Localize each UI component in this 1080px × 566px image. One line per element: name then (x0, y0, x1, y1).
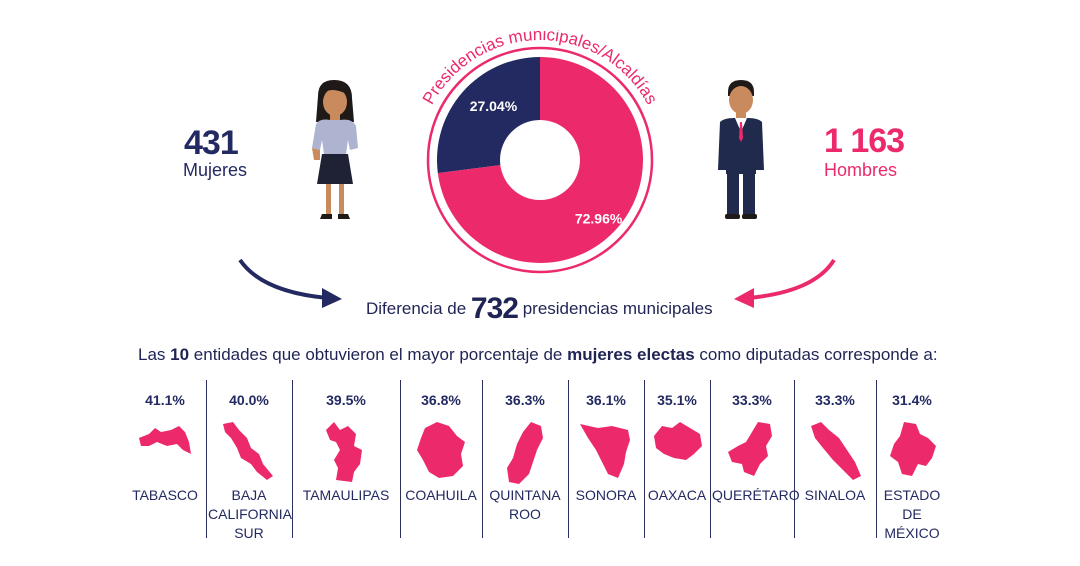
donut-hole (500, 120, 580, 200)
difference-number: 732 (470, 292, 519, 325)
state-percentage: 39.5% (326, 392, 366, 408)
sinaloa-map-icon (811, 422, 861, 480)
state-name: COAHUILA (405, 487, 477, 503)
state-percentage: 33.3% (732, 392, 772, 408)
right-arrow-icon (734, 258, 836, 308)
column-divider (206, 380, 207, 538)
left-arrow-icon (238, 258, 342, 308)
state-tabasco: 41.1% TABASCO (126, 380, 204, 540)
state-sinaloa: 33.3% SINALOA (796, 380, 874, 540)
state-percentage: 35.1% (657, 392, 697, 408)
state-name: QUERÉTARO (712, 487, 800, 503)
state-name: SONORA (575, 487, 637, 503)
state-name: QUINTANA ROO (489, 487, 561, 522)
states-row: 41.1% TABASCO 40.0% BAJA CALIFORNIA SUR … (126, 380, 946, 545)
women-count: 431 (184, 124, 239, 162)
state-baja-california-sur: 40.0% BAJA CALIFORNIA SUR (208, 380, 293, 541)
column-divider (876, 380, 877, 538)
sentence-part-2: entidades que obtuvieron el mayor porcen… (189, 345, 568, 364)
sentence-count: 10 (170, 345, 190, 364)
column-divider (482, 380, 483, 538)
estado-de-mexico-map-icon (890, 422, 936, 476)
state-name: SINALOA (804, 487, 866, 503)
state-coahuila: 36.8% COAHUILA (402, 380, 480, 540)
column-divider (292, 380, 293, 538)
state-percentage: 36.3% (505, 392, 545, 408)
difference-suffix: presidencias municipales (522, 299, 713, 318)
state-name: BAJA CALIFORNIA SUR (208, 487, 293, 541)
state-queretaro: 33.3% QUERÉTARO (712, 380, 800, 540)
sentence-part-3: como diputadas corresponde a: (694, 345, 938, 364)
slice-label-0: 27.04% (470, 98, 518, 114)
sonora-map-icon (580, 424, 630, 478)
states-sentence: Las 10 entidades que obtuvieron el mayor… (138, 345, 938, 365)
donut-chart: Presidencias municipales/Alcaldías 27.04… (419, 30, 661, 274)
queretaro-map-icon (728, 422, 772, 476)
women-label: Mujeres (183, 160, 248, 180)
tamaulipas-map-icon (326, 422, 362, 482)
state-tamaulipas: 39.5% TAMAULIPAS (294, 380, 398, 540)
tabasco-map-icon (139, 426, 191, 454)
column-divider (794, 380, 795, 538)
state-name: TABASCO (132, 487, 198, 503)
woman-figure-icon (312, 80, 358, 219)
state-percentage: 36.1% (586, 392, 626, 408)
men-label: Hombres (824, 160, 898, 180)
difference-line: Diferencia de 732 presidencias municipal… (366, 292, 713, 326)
state-percentage: 33.3% (815, 392, 855, 408)
state-percentage: 41.1% (145, 392, 185, 408)
column-divider (710, 380, 711, 538)
men-count: 1 163 (824, 122, 905, 160)
state-name: TAMAULIPAS (302, 487, 390, 503)
state-percentage: 36.8% (421, 392, 461, 408)
column-divider (400, 380, 401, 538)
state-quintana-roo: 36.3% QUINTANA ROO (484, 380, 566, 540)
state-name: ESTADO DE MÉXICO (883, 487, 941, 541)
column-divider (568, 380, 569, 538)
slice-label-1: 72.96% (575, 211, 623, 227)
sentence-bold: mujeres electas (567, 345, 695, 364)
state-percentage: 31.4% (892, 392, 932, 408)
quintana-roo-map-icon (507, 422, 543, 484)
difference-prefix: Diferencia de (366, 299, 467, 318)
baja-california-sur-map-icon (223, 422, 273, 480)
oaxaca-map-icon (654, 422, 702, 460)
state-estado-de-mexico: 31.4% ESTADO DE MÉXICO (878, 380, 946, 541)
man-figure-icon (718, 80, 764, 219)
state-percentage: 40.0% (229, 392, 269, 408)
coahuila-map-icon (417, 422, 465, 478)
state-oaxaca: 35.1% OAXACA (646, 380, 708, 540)
column-divider (644, 380, 645, 538)
sentence-part-1: Las (138, 345, 171, 364)
state-name: OAXACA (647, 487, 707, 503)
state-sonora: 36.1% SONORA (570, 380, 642, 540)
